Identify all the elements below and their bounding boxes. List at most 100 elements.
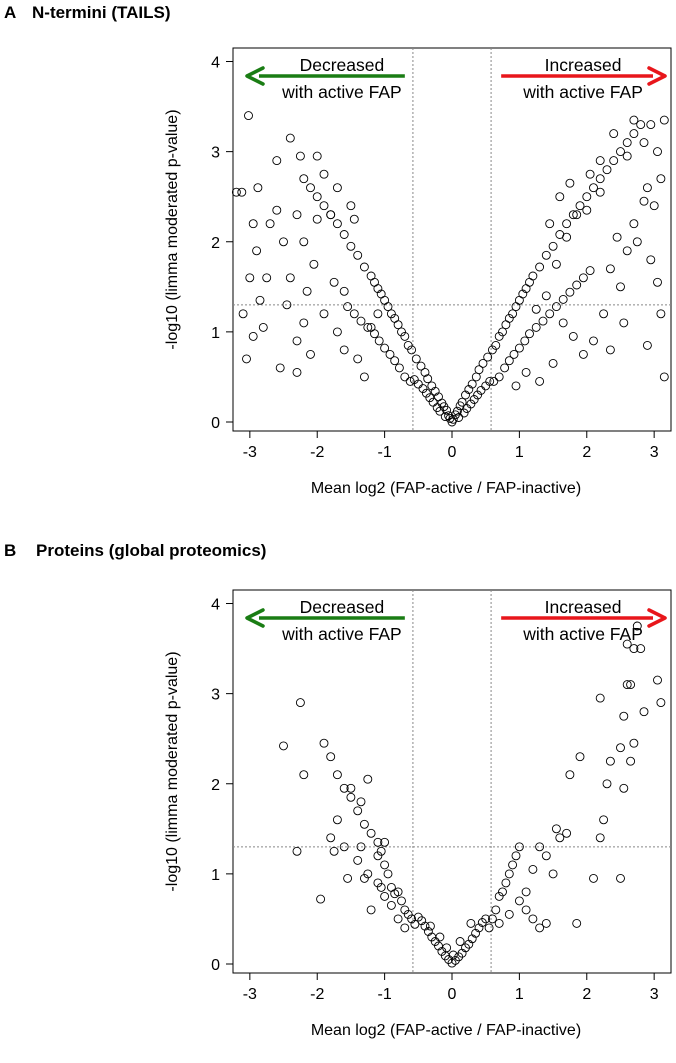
chart-a-point-35 bbox=[478, 358, 488, 368]
chart-a-point-182 bbox=[646, 255, 656, 265]
chart-a-point-108 bbox=[319, 201, 329, 211]
chart-b-point-8 bbox=[434, 941, 443, 951]
chart-a-point-172 bbox=[629, 115, 639, 125]
chart-a-xtick-label-1: -2 bbox=[310, 444, 324, 461]
chart-a-point-167 bbox=[329, 277, 339, 287]
chart-a-point-46 bbox=[498, 327, 507, 337]
chart-b-point-80 bbox=[508, 860, 518, 870]
chart-a-point-124 bbox=[244, 111, 253, 121]
chart-b-point-121 bbox=[535, 842, 545, 852]
chart-a-ytick-label-3: 3 bbox=[211, 145, 220, 162]
chart-a-point-168 bbox=[312, 214, 322, 224]
chart-a-point-30 bbox=[421, 388, 431, 398]
chart-a-increased-arrowhead bbox=[647, 66, 667, 86]
chart-a-point-198 bbox=[562, 232, 572, 242]
chart-b-point-85 bbox=[535, 923, 545, 933]
chart-a-ylabel: -log10 (limma moderated p-value) bbox=[164, 109, 181, 349]
chart-b-xtick-label-4: 1 bbox=[515, 986, 524, 1003]
chart-b-point-97 bbox=[595, 833, 605, 843]
chart-a-point-141 bbox=[275, 363, 285, 373]
chart-a-point-186 bbox=[605, 264, 615, 274]
chart-a-point-144 bbox=[285, 133, 295, 143]
chart-a-point-184 bbox=[656, 309, 666, 319]
chart-a-point-55 bbox=[528, 271, 538, 281]
chart-a-point-208 bbox=[619, 318, 629, 328]
chart-a-point-76 bbox=[509, 349, 519, 359]
chart-a-point-7 bbox=[454, 413, 464, 422]
chart-a-point-179 bbox=[629, 219, 639, 229]
chart-b-ytick-label-3: 3 bbox=[211, 687, 220, 704]
chart-a-point-70 bbox=[629, 129, 639, 139]
chart-a-point-176 bbox=[642, 183, 652, 193]
chart-a-point-131 bbox=[255, 295, 265, 305]
chart-a-point-90 bbox=[403, 340, 413, 350]
chart-b-point-21 bbox=[484, 923, 494, 933]
chart-b-point-35 bbox=[386, 882, 396, 892]
panel-a-letter: A bbox=[4, 3, 17, 22]
chart-b-point-63 bbox=[356, 842, 366, 852]
chart-b-point-56 bbox=[326, 833, 336, 843]
chart-b-point-110 bbox=[639, 707, 649, 717]
chart-a-point-116 bbox=[385, 349, 395, 359]
chart-a-ytick-label-0: 0 bbox=[211, 415, 220, 432]
chart-a-xtick-label-2: -1 bbox=[377, 444, 391, 461]
chart-b-point-79 bbox=[504, 869, 514, 879]
chart-a-point-188 bbox=[589, 336, 598, 346]
chart-b-point-65 bbox=[356, 797, 366, 807]
chart-a-xlabel: Mean log2 (FAP-active / FAP-inactive) bbox=[311, 480, 581, 497]
chart-a-point-132 bbox=[238, 309, 248, 319]
chart-b-point-53 bbox=[363, 869, 373, 879]
chart-b-point-112 bbox=[626, 756, 636, 766]
chart-a-point-74 bbox=[500, 363, 510, 373]
chart-a-xtick-label-4: 1 bbox=[515, 444, 524, 461]
panel-b-title: Proteins (global proteomics) bbox=[36, 541, 267, 560]
chart-a-point-57 bbox=[541, 250, 551, 260]
chart-b-point-58 bbox=[279, 741, 288, 751]
chart-a-point-190 bbox=[568, 331, 578, 341]
chart-a-point-174 bbox=[653, 147, 662, 157]
chart-a-point-214 bbox=[545, 219, 555, 229]
chart-a-point-139 bbox=[282, 300, 292, 310]
chart-b-point-39 bbox=[373, 837, 383, 847]
chart-a-point-181 bbox=[622, 246, 632, 256]
chart-a-point-80 bbox=[531, 322, 541, 332]
chart-b-point-105 bbox=[626, 680, 636, 690]
chart-a-point-91 bbox=[400, 331, 410, 341]
chart-b-point-68 bbox=[376, 882, 386, 892]
chart-a-point-120 bbox=[363, 322, 373, 332]
chart-b-point-119 bbox=[565, 770, 575, 780]
chart-b-point-60 bbox=[292, 846, 302, 856]
chart-b-point-15 bbox=[474, 923, 484, 933]
chart-a-point-200 bbox=[541, 291, 551, 301]
chart-a-point-36 bbox=[416, 361, 426, 371]
chart-a-point-196 bbox=[582, 205, 592, 215]
chart-a-point-145 bbox=[295, 151, 305, 161]
chart-a-point-71 bbox=[636, 120, 646, 130]
chart-a-point-98 bbox=[376, 289, 386, 299]
chart-b-point-116 bbox=[616, 873, 625, 883]
chart-b-point-55 bbox=[339, 842, 349, 852]
chart-a-xtick-label-5: 2 bbox=[582, 444, 591, 461]
chart-a-point-48 bbox=[504, 313, 514, 323]
chart-b-point-82 bbox=[514, 842, 524, 852]
chart-a-plot-frame bbox=[232, 47, 672, 432]
chart-a-xtick-label-6: 3 bbox=[650, 444, 659, 461]
chart-a-point-210 bbox=[548, 358, 558, 368]
chart-a-point-105 bbox=[339, 230, 349, 239]
chart-a-point-149 bbox=[326, 210, 336, 220]
chart-a-point-151 bbox=[319, 309, 329, 319]
chart-a-point-83 bbox=[551, 302, 561, 312]
chart-b-ytick-label-2: 2 bbox=[211, 777, 220, 794]
chart-a-point-195 bbox=[595, 187, 605, 197]
chart-a-point-15 bbox=[461, 390, 470, 400]
chart-a-point-102 bbox=[359, 262, 369, 272]
chart-a-point-28 bbox=[423, 374, 433, 384]
chart-a-point-109 bbox=[312, 192, 322, 202]
chart-b-point-36 bbox=[383, 869, 393, 879]
chart-b-increased-arrowhead bbox=[647, 608, 667, 628]
chart-a-point-153 bbox=[339, 345, 349, 355]
chart-a-point-201 bbox=[531, 304, 541, 314]
chart-a-point-142 bbox=[299, 318, 309, 328]
chart-a-point-8 bbox=[440, 412, 450, 422]
chart-b-point-51 bbox=[380, 891, 390, 901]
